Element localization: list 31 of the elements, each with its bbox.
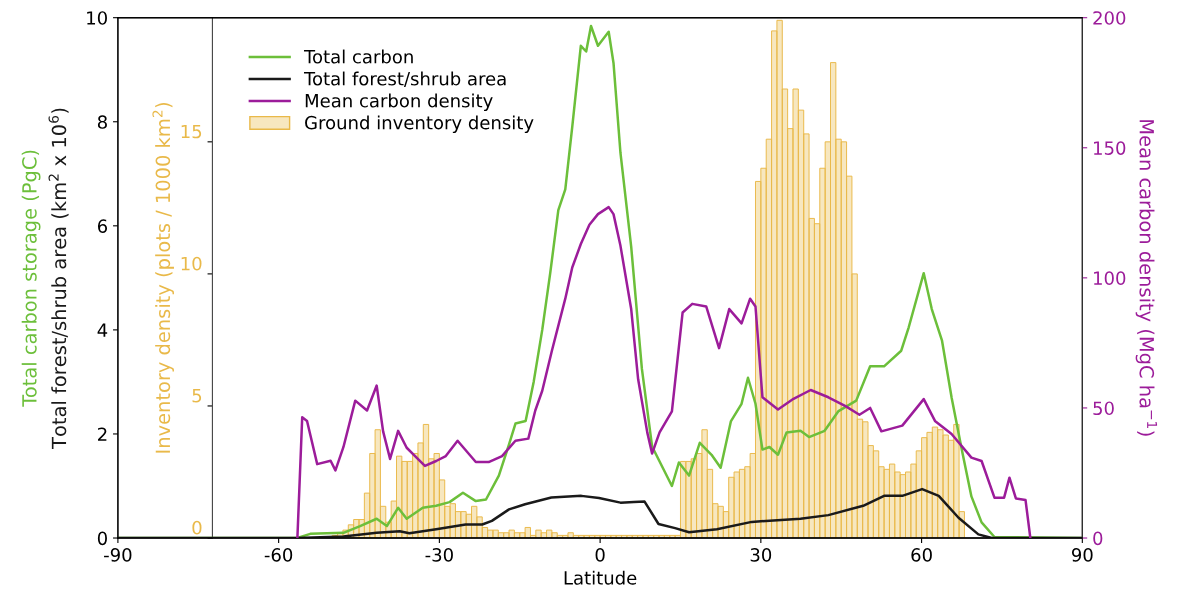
legend-label: Total carbon xyxy=(303,49,413,64)
x-tick-label: 30 xyxy=(750,548,772,562)
x-tick-label: -90 xyxy=(104,548,132,562)
y3-tick-label: 0 xyxy=(192,520,202,535)
y-tick-label: 8 xyxy=(97,115,107,129)
y2-tick-label: 0 xyxy=(1093,531,1103,546)
y3-tick-label: 5 xyxy=(192,389,202,403)
x-tick-label: -30 xyxy=(425,548,453,562)
text: Total carbon storage (PgC) xyxy=(21,150,41,407)
y2-axis-title: Mean carbon density (MgC ha$^{−1}$) xyxy=(1135,120,1158,436)
y-tick-label: 6 xyxy=(97,219,108,233)
legend-label: Mean carbon density xyxy=(305,93,493,111)
y-tick-label: 0 xyxy=(97,531,107,546)
y2-tick-label: 200 xyxy=(1093,11,1126,25)
x-tick-label: 60 xyxy=(911,548,932,562)
y2-tick-label: 100 xyxy=(1094,271,1126,285)
x-tick-label: 0 xyxy=(595,548,605,562)
x-tick-label: -60 xyxy=(264,548,293,562)
y-tick-label: 4 xyxy=(97,323,108,337)
x-axis-title: Latitude xyxy=(564,570,637,585)
y-tick-label: 2 xyxy=(98,427,107,441)
legend-label: Total forest/shrub area xyxy=(303,71,506,87)
y3-tick-label: 15 xyxy=(181,124,202,139)
y2-tick-label: 150 xyxy=(1094,141,1126,155)
text: Total forest/shrub area (km$^{2}$ x 10$^{6}$) xyxy=(48,108,69,449)
legend-label: Ground inventory density xyxy=(305,115,534,133)
y-tick-label: 10 xyxy=(87,11,107,25)
y3-tick-label: 10 xyxy=(181,256,202,271)
y3-axis-title: Inventory density (plots / 1000 km$^{2}$) xyxy=(152,102,174,453)
x-tick-label: 90 xyxy=(1071,548,1093,562)
y2-tick-label: 50 xyxy=(1093,401,1114,416)
